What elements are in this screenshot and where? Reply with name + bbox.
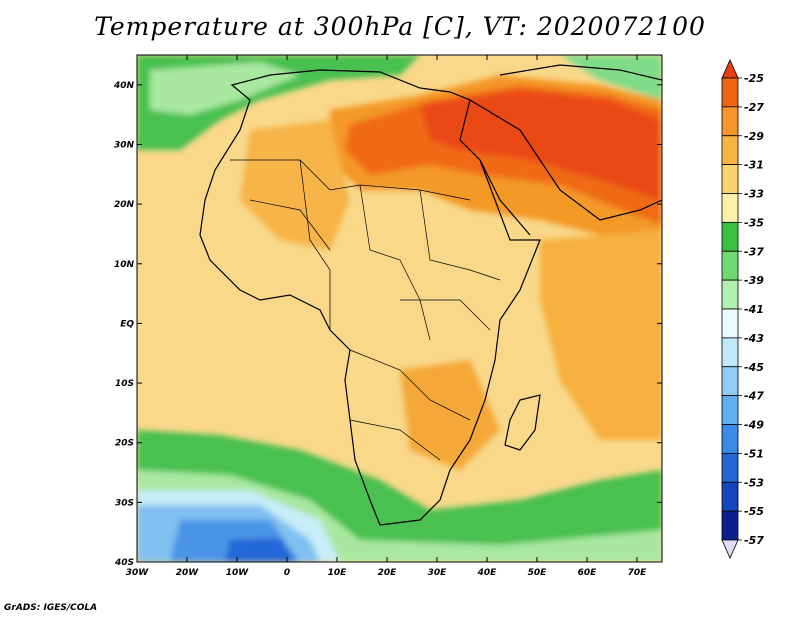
colorbar-bottom-arrow bbox=[721, 539, 739, 559]
lon-tick-label: 40E bbox=[477, 568, 498, 578]
mid-warm-west bbox=[240, 120, 350, 250]
colorbar-swatch bbox=[721, 395, 739, 425]
africa-outline bbox=[199, 69, 541, 526]
temperature-field bbox=[137, 55, 662, 562]
colorbar-label: -39 bbox=[744, 274, 764, 287]
colorbar-swatch bbox=[721, 77, 739, 108]
colorbar-label: -31 bbox=[744, 159, 764, 172]
coldest-core bbox=[225, 538, 295, 562]
mid-warm-indian-ocean bbox=[540, 230, 662, 440]
colorbar-top-arrow bbox=[721, 59, 739, 79]
colorbar-label: -29 bbox=[744, 130, 764, 143]
colorbar-label: -45 bbox=[744, 361, 764, 374]
plot-border bbox=[136, 54, 663, 563]
colorbar-swatch bbox=[721, 308, 739, 339]
chart-title: Temperature at 300hPa [C], VT: 202007210… bbox=[94, 12, 706, 41]
colorbar-label: -51 bbox=[744, 447, 764, 460]
colorbar-label: -43 bbox=[744, 332, 764, 345]
lon-tick-label: 50E bbox=[528, 568, 548, 578]
lat-tick-label: 40N bbox=[113, 81, 135, 91]
colorbar-swatch bbox=[721, 250, 739, 281]
lon-tick-label: 30W bbox=[126, 568, 150, 578]
madagascar bbox=[504, 394, 541, 451]
lon-tick-label: 10W bbox=[226, 568, 250, 578]
colorbar-swatch bbox=[721, 164, 739, 194]
colorbar-swatch bbox=[721, 106, 739, 137]
coastlines bbox=[199, 64, 662, 526]
colorbar-swatch bbox=[721, 452, 739, 483]
colorbar-label: -37 bbox=[744, 245, 764, 258]
lat-tick-label: EQ bbox=[120, 319, 134, 329]
colorbar-swatch bbox=[721, 135, 739, 166]
longitude-axis: 30W 20W 10W 0 10E 20E 30E 40E 50E 60E 70E bbox=[126, 55, 647, 578]
colorbar-swatch bbox=[721, 221, 739, 252]
hottest-core bbox=[420, 90, 660, 200]
colorbar-label: -27 bbox=[744, 101, 764, 114]
lat-tick-label: 30S bbox=[115, 498, 134, 508]
colorbar-label: -57 bbox=[744, 534, 764, 547]
colorbar-label: -55 bbox=[744, 505, 764, 518]
colorbar-label: -25 bbox=[744, 72, 764, 85]
lat-tick-label: 40S bbox=[114, 558, 134, 568]
colorbar-swatch bbox=[721, 481, 739, 512]
lon-tick-label: 10E bbox=[328, 568, 348, 578]
colorbar-label: -35 bbox=[744, 216, 764, 229]
lon-tick-label: 30E bbox=[428, 568, 448, 578]
lon-tick-label: 20W bbox=[176, 568, 200, 578]
colorbar-swatch bbox=[721, 424, 739, 454]
lon-tick-label: 0 bbox=[284, 568, 290, 578]
arabia-coast bbox=[469, 99, 662, 221]
latitude-axis: 40N 30N 20N 10N EQ 10S 20S 30S 40S bbox=[113, 81, 662, 568]
lon-tick-label: 20E bbox=[378, 568, 398, 578]
colorbar-label: -49 bbox=[744, 419, 764, 432]
colorbar-label: -41 bbox=[744, 303, 764, 316]
colorbar-label: -47 bbox=[744, 390, 764, 403]
map-plot-area bbox=[137, 55, 662, 562]
red-sea-coast bbox=[479, 159, 531, 236]
colorbar-label: -53 bbox=[744, 476, 764, 489]
lat-tick-label: 20S bbox=[115, 439, 134, 449]
colorbar-legend: -25 -27 -29 -31 -33 -35 -37 -39 -41 -43 -45 -47 -49 -… bbox=[721, 59, 764, 559]
cool-patch-northeast bbox=[560, 55, 662, 100]
lat-tick-label: 30N bbox=[114, 140, 135, 150]
country-borders bbox=[230, 159, 501, 461]
colorbar-label: -33 bbox=[744, 188, 764, 201]
mid-warm-south bbox=[400, 360, 500, 470]
asia-coast-north bbox=[499, 64, 662, 81]
cool-patch-north bbox=[150, 62, 300, 115]
colorbar-swatch bbox=[721, 510, 739, 541]
grads-footer: GrADS: IGES/COLA bbox=[4, 603, 98, 613]
colorbar-swatch bbox=[721, 193, 739, 223]
colorbar-swatch bbox=[721, 279, 739, 310]
lat-tick-label: 20N bbox=[114, 200, 135, 210]
lon-tick-label: 70E bbox=[628, 568, 648, 578]
lat-tick-label: 10N bbox=[114, 260, 135, 270]
lon-tick-label: 60E bbox=[578, 568, 598, 578]
colorbar-swatch bbox=[721, 366, 739, 397]
lat-tick-label: 10S bbox=[115, 379, 134, 389]
colorbar-swatch bbox=[721, 337, 739, 368]
